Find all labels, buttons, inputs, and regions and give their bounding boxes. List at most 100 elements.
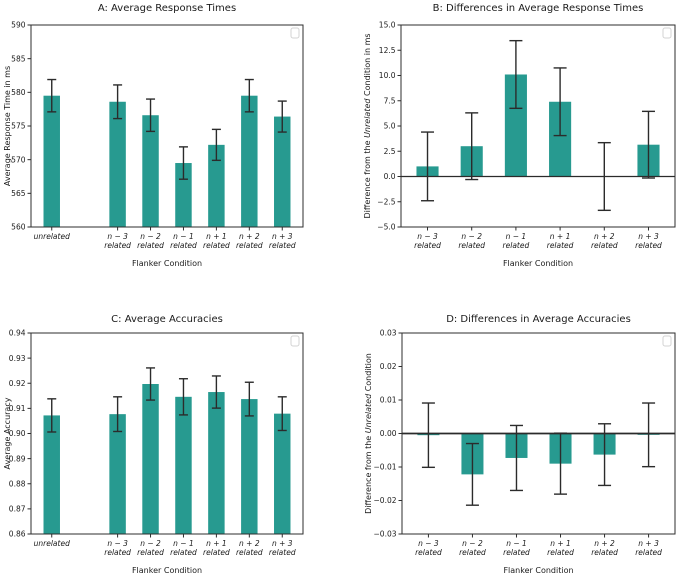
legend-box xyxy=(290,335,300,347)
x-tick-label: related xyxy=(591,548,618,557)
x-tick-label: related xyxy=(236,241,263,250)
y-tick-label: 590 xyxy=(11,21,26,30)
bar xyxy=(109,414,126,534)
x-tick-label: n + 3 xyxy=(272,539,293,548)
x-tick-label: n − 2 xyxy=(140,539,161,548)
y-tick-label: 0.87 xyxy=(9,505,26,514)
x-tick-label: related xyxy=(269,548,296,557)
x-tick-label: related xyxy=(236,548,263,557)
y-axis-label: Average Accuracy xyxy=(3,397,12,469)
x-tick-label: related xyxy=(503,548,530,557)
x-tick-label: n − 1 xyxy=(506,539,527,548)
y-tick-label: −0.03 xyxy=(374,530,397,539)
chart-title: D: Differences in Average Accuracies xyxy=(446,314,631,325)
y-tick-label: 0.93 xyxy=(9,354,26,363)
y-tick-label: 0.86 xyxy=(9,530,26,539)
bar xyxy=(274,116,291,227)
y-tick-label: 0.91 xyxy=(9,404,26,413)
plot-border xyxy=(30,24,304,228)
bar xyxy=(549,101,572,177)
x-tick-label: related xyxy=(459,548,486,557)
bar xyxy=(142,384,159,534)
y-tick-label: 0.88 xyxy=(9,479,26,488)
y-tick-label: −0.02 xyxy=(374,496,397,505)
x-tick-label: related xyxy=(547,548,574,557)
x-tick-label: related xyxy=(104,548,131,557)
y-tick-label: 575 xyxy=(11,122,26,131)
chart-panel-differences-response-times: −5.0 −2.5 0.0 2.5 5.0 7.5 10.0 12.5 15.0 n − 3 rel… xyxy=(363,3,676,268)
bar xyxy=(274,413,291,534)
y-tick-label: 0.92 xyxy=(9,379,26,388)
y-tick-label: 12.5 xyxy=(379,46,396,55)
x-axis-label: Flanker Condition xyxy=(132,566,202,575)
x-axis-label: Flanker Condition xyxy=(132,259,202,268)
bar xyxy=(208,392,225,534)
y-tick-label: −0.01 xyxy=(374,463,397,472)
legend-box xyxy=(662,335,672,347)
x-axis-label: Flanker Condition xyxy=(503,566,573,575)
y-tick-label: 15.0 xyxy=(379,21,396,30)
bar xyxy=(142,115,159,227)
x-tick-label: n + 1 xyxy=(206,232,227,241)
x-tick-label: n − 3 xyxy=(417,232,438,241)
x-tick-label: related xyxy=(503,241,530,250)
x-tick-label: n − 1 xyxy=(173,232,194,241)
y-tick-label: 5.0 xyxy=(384,122,396,131)
y-tick-label: −2.5 xyxy=(377,197,395,206)
x-tick-label: n − 3 xyxy=(418,539,439,548)
y-axis-label: Average Response Time in ms xyxy=(3,66,12,186)
y-tick-label: 0.01 xyxy=(380,396,397,405)
y-axis-label: Difference from the Unrelated Condition … xyxy=(363,33,372,218)
chart-title: A: Average Response Times xyxy=(98,3,236,14)
y-tick-label: 570 xyxy=(11,155,26,164)
x-tick-label: n − 3 xyxy=(107,232,128,241)
bar xyxy=(43,95,60,227)
y-tick-label: 0.89 xyxy=(9,454,26,463)
y-tick-label: 580 xyxy=(11,88,26,97)
x-tick-label: related xyxy=(591,241,618,250)
x-tick-label: related xyxy=(415,548,442,557)
x-tick-label: n − 1 xyxy=(173,539,194,548)
x-tick-label: related xyxy=(635,548,662,557)
x-tick-label: related xyxy=(170,548,197,557)
x-tick-label: n − 2 xyxy=(140,232,161,241)
x-tick-label: n + 2 xyxy=(594,232,615,241)
y-tick-label: 0.90 xyxy=(9,429,26,438)
x-tick-label: n + 2 xyxy=(594,539,615,548)
bar xyxy=(241,399,258,534)
y-tick-label: −5.0 xyxy=(377,223,395,232)
x-tick-label: related xyxy=(458,241,485,250)
y-tick-label: 0.02 xyxy=(380,362,397,371)
y-tick-label: 0.94 xyxy=(9,329,26,338)
x-tick-label: unrelated xyxy=(34,232,70,241)
y-axis-label: Difference from the Unrelated Condition xyxy=(364,353,373,514)
y-tick-label: 2.5 xyxy=(384,147,396,156)
x-tick-label: n + 1 xyxy=(206,539,227,548)
chart-title: B: Differences in Average Response Times xyxy=(433,3,644,14)
x-tick-label: n + 1 xyxy=(550,539,571,548)
x-tick-label: related xyxy=(203,241,230,250)
y-tick-label: 0.00 xyxy=(380,429,397,438)
x-tick-label: n − 1 xyxy=(506,232,527,241)
plot-border xyxy=(400,24,676,228)
x-tick-label: related xyxy=(635,241,662,250)
y-tick-label: 10.0 xyxy=(379,71,396,80)
y-tick-label: 560 xyxy=(11,223,26,232)
x-tick-label: related xyxy=(104,241,131,250)
x-tick-label: n − 2 xyxy=(462,539,483,548)
y-tick-label: 0.0 xyxy=(384,172,396,181)
x-tick-label: related xyxy=(137,241,164,250)
x-tick-label: n − 2 xyxy=(461,232,482,241)
y-tick-label: 7.5 xyxy=(384,96,396,105)
x-tick-label: unrelated xyxy=(34,539,70,548)
x-tick-label: related xyxy=(203,548,230,557)
bar xyxy=(109,101,126,227)
x-tick-label: n + 1 xyxy=(550,232,571,241)
bar xyxy=(175,396,192,534)
x-axis-label: Flanker Condition xyxy=(503,259,573,268)
bar xyxy=(241,95,258,227)
x-tick-label: related xyxy=(269,241,296,250)
legend-box xyxy=(290,27,300,39)
